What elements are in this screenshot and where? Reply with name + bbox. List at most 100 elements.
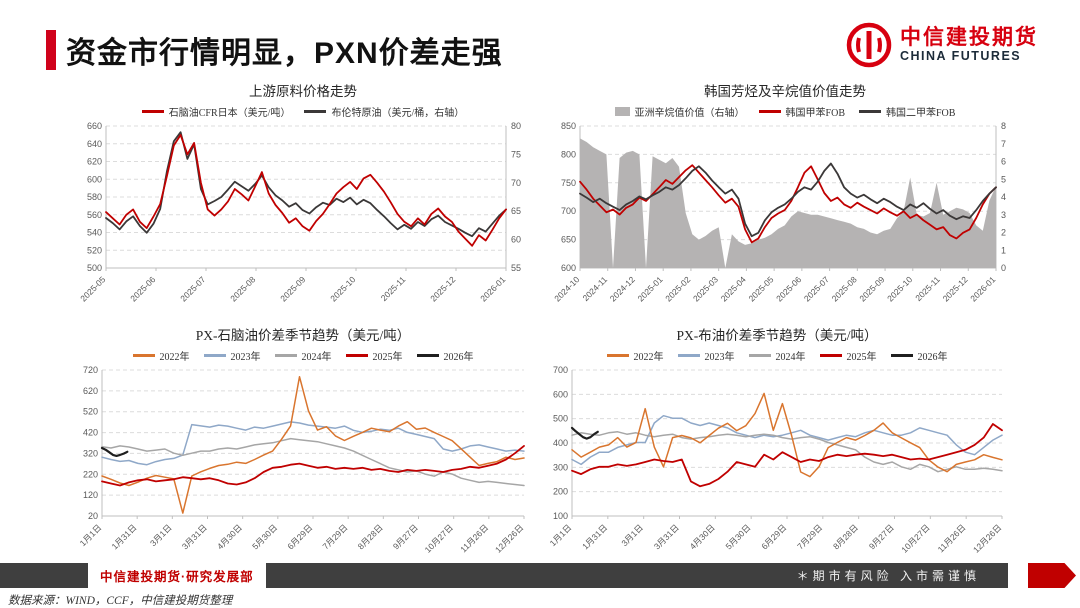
svg-text:3月31日: 3月31日 — [652, 522, 681, 551]
legend-item: 韩国二甲苯FOB — [859, 104, 955, 119]
svg-text:300: 300 — [553, 462, 568, 472]
svg-text:2025-01: 2025-01 — [635, 274, 664, 303]
svg-text:3月1日: 3月1日 — [619, 522, 645, 548]
citic-logo-icon — [846, 22, 892, 68]
svg-text:2025-04: 2025-04 — [719, 274, 748, 303]
svg-text:6月29日: 6月29日 — [759, 522, 788, 551]
legend-item: 亚洲辛烷值价值（右轴） — [614, 104, 745, 119]
logo-en-text: CHINA FUTURES — [900, 49, 1022, 64]
svg-text:2025-07: 2025-07 — [802, 274, 831, 303]
svg-text:2025-12: 2025-12 — [941, 274, 970, 303]
svg-text:1月1日: 1月1日 — [548, 522, 574, 548]
svg-text:660: 660 — [87, 121, 102, 131]
svg-text:2025-10: 2025-10 — [328, 274, 357, 303]
chart-title: PX-布油价差季节趋势（美元/吨） — [676, 328, 878, 343]
svg-text:600: 600 — [561, 263, 576, 273]
svg-text:2025-10: 2025-10 — [885, 274, 914, 303]
slide-header: 资金市行情明显，PXN价差走强 — [46, 28, 503, 72]
legend-label: 2025年 — [372, 351, 403, 363]
svg-text:0: 0 — [1001, 263, 1006, 273]
svg-text:2025-05: 2025-05 — [78, 274, 107, 303]
svg-text:100: 100 — [553, 511, 568, 521]
svg-text:8月28日: 8月28日 — [356, 522, 385, 551]
legend-label: 亚洲辛烷值价值（右轴） — [634, 107, 745, 119]
legend-item: 2026年 — [890, 348, 948, 363]
legend-label: 布伦特原油（美元/桶，右轴） — [331, 107, 465, 119]
footer-arrow-icon — [1028, 563, 1076, 588]
svg-text:80: 80 — [511, 121, 521, 131]
svg-text:2024-10: 2024-10 — [552, 274, 581, 303]
svg-text:520: 520 — [87, 245, 102, 255]
svg-text:800: 800 — [561, 149, 576, 159]
legend-item: 2024年 — [748, 348, 806, 363]
svg-text:500: 500 — [553, 414, 568, 424]
footer-risk-warning: ＊期市有风险 入市需谨慎 — [796, 569, 980, 583]
svg-text:11月26日: 11月26日 — [936, 522, 968, 554]
svg-text:2026-01: 2026-01 — [968, 274, 997, 303]
legend-item: 2024年 — [274, 348, 332, 363]
chart-title: PX-石脑油价差季节趋势（美元/吨） — [195, 328, 411, 343]
svg-text:10月27日: 10月27日 — [899, 522, 931, 554]
chart-title: 韩国芳烃及辛烷值价值走势 — [704, 84, 866, 99]
footer-bar: 中信建投期货·研究发展部 ＊期市有风险 入市需谨慎 — [0, 563, 1008, 588]
svg-text:2025-02: 2025-02 — [663, 274, 692, 303]
svg-text:700: 700 — [553, 365, 568, 375]
svg-text:3月31日: 3月31日 — [180, 522, 209, 551]
legend-item: 2023年 — [677, 348, 735, 363]
legend-label: 韩国二甲苯FOB — [886, 107, 956, 119]
legend-swatch — [890, 353, 913, 357]
svg-text:20: 20 — [88, 511, 98, 521]
svg-text:2025-07: 2025-07 — [178, 274, 207, 303]
legend-item: 2022年 — [606, 348, 664, 363]
svg-text:2025-09: 2025-09 — [857, 274, 886, 303]
svg-text:5月30日: 5月30日 — [723, 522, 752, 551]
svg-text:420: 420 — [83, 428, 98, 438]
svg-text:3: 3 — [1001, 210, 1006, 220]
legend-label: 韩国甲苯FOB — [785, 107, 845, 119]
legend-swatch — [345, 353, 368, 357]
svg-text:560: 560 — [87, 210, 102, 220]
legend-swatch — [141, 109, 164, 113]
svg-text:1月31日: 1月31日 — [109, 522, 138, 551]
svg-text:640: 640 — [87, 139, 102, 149]
legend-swatch — [304, 109, 327, 113]
legend-swatch — [606, 353, 629, 357]
svg-text:8月28日: 8月28日 — [831, 522, 860, 551]
chart-legend: 石脑油CFR日本（美元/吨） 布伦特原油（美元/桶，右轴） — [76, 103, 530, 119]
svg-text:1: 1 — [1001, 245, 1006, 255]
svg-text:9月27日: 9月27日 — [867, 522, 896, 551]
legend-item: 2026年 — [416, 348, 474, 363]
chart-panel-upstream: 上游原料价格走势 石脑油CFR日本（美元/吨） 布伦特原油（美元/桶，右轴） 50… — [76, 80, 530, 321]
legend-label: 2023年 — [704, 351, 735, 363]
svg-text:600: 600 — [87, 174, 102, 184]
svg-text:2: 2 — [1001, 228, 1006, 238]
svg-text:2025-06: 2025-06 — [128, 274, 157, 303]
svg-text:6: 6 — [1001, 157, 1006, 167]
company-logo: 中信建投期货 CHINA FUTURES — [846, 22, 1038, 68]
legend-label: 2022年 — [633, 351, 664, 363]
legend-label: 2024年 — [775, 351, 806, 363]
svg-text:700: 700 — [561, 206, 576, 216]
svg-text:2026-01: 2026-01 — [478, 274, 507, 303]
px-brent-spread-chart: 100 200 300 400 500 600 700 1月1日 1月31日 3月1日 3月31日 4… — [548, 365, 1004, 555]
svg-text:720: 720 — [83, 365, 98, 375]
svg-text:2025-08: 2025-08 — [830, 274, 859, 303]
legend-swatch — [416, 353, 439, 357]
chart-panel-pxn: PX-石脑油价差季节趋势（美元/吨） 2022年 2023年 2024年 2025年 2… — [72, 324, 534, 569]
chart-legend: 2022年 2023年 2024年 2025年 2026年 — [542, 347, 1012, 363]
svg-text:2025-06: 2025-06 — [774, 274, 803, 303]
svg-text:9月27日: 9月27日 — [391, 522, 420, 551]
svg-text:2025-11: 2025-11 — [379, 274, 408, 303]
logo-cn-text: 中信建投期货 — [900, 25, 1038, 49]
svg-text:1月1日: 1月1日 — [78, 522, 104, 548]
svg-text:2025-11: 2025-11 — [913, 274, 942, 303]
legend-swatch — [748, 353, 771, 357]
legend-item: 2025年 — [345, 348, 403, 363]
legend-item: 石脑油CFR日本（美元/吨） — [141, 104, 290, 119]
legend-swatch — [614, 106, 630, 116]
svg-text:2025-09: 2025-09 — [278, 274, 307, 303]
svg-text:750: 750 — [561, 178, 576, 188]
svg-text:11月26日: 11月26日 — [458, 522, 490, 554]
legend-item: 2022年 — [132, 348, 190, 363]
